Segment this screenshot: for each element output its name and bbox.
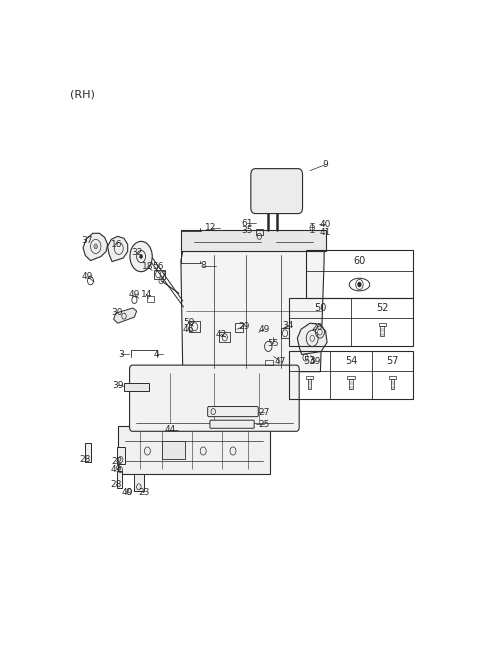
Circle shape (358, 282, 361, 287)
Text: 20: 20 (311, 323, 323, 332)
FancyBboxPatch shape (130, 365, 299, 431)
Text: 12: 12 (205, 223, 216, 232)
Bar (379, 323, 386, 326)
Text: (RH): (RH) (71, 90, 96, 100)
Text: 42: 42 (216, 330, 227, 338)
FancyBboxPatch shape (251, 169, 302, 214)
Text: 49: 49 (111, 465, 122, 474)
Text: 50: 50 (314, 303, 326, 313)
Bar (308, 379, 312, 389)
Bar (118, 426, 270, 474)
FancyBboxPatch shape (210, 420, 254, 428)
Bar (305, 251, 413, 298)
Text: 23: 23 (138, 489, 150, 497)
Bar (219, 333, 230, 342)
Text: 28: 28 (111, 480, 122, 489)
Polygon shape (297, 323, 327, 354)
Polygon shape (181, 230, 326, 251)
Bar (349, 379, 353, 389)
Text: 60: 60 (353, 256, 366, 266)
Text: 4: 4 (154, 350, 159, 359)
Bar (289, 352, 413, 400)
Text: 54: 54 (345, 356, 357, 366)
Bar (289, 298, 413, 346)
Text: 18: 18 (142, 262, 154, 271)
Bar (389, 376, 396, 379)
Text: 3: 3 (118, 350, 124, 359)
Circle shape (140, 255, 143, 258)
Text: 32: 32 (132, 248, 143, 257)
Polygon shape (181, 251, 324, 372)
Text: 7: 7 (160, 271, 166, 280)
Text: 55: 55 (267, 339, 278, 348)
Text: 14: 14 (141, 290, 152, 299)
Text: 49: 49 (258, 325, 270, 334)
Text: 29: 29 (238, 321, 250, 331)
Polygon shape (83, 234, 108, 260)
Text: 40: 40 (319, 220, 331, 229)
Text: 53: 53 (303, 356, 316, 366)
Text: 34: 34 (282, 321, 293, 330)
Text: 49: 49 (82, 272, 93, 281)
Bar (154, 270, 165, 279)
Text: 52: 52 (376, 303, 388, 313)
Bar (391, 379, 395, 389)
Bar (348, 376, 355, 379)
Bar (281, 328, 289, 338)
Bar (117, 447, 125, 464)
Bar (235, 323, 243, 333)
Bar (117, 471, 122, 488)
Text: 39: 39 (112, 381, 124, 390)
Text: 9: 9 (323, 160, 328, 169)
Text: 25: 25 (258, 420, 270, 429)
Text: 27: 27 (258, 407, 270, 417)
Text: 37: 37 (81, 236, 93, 245)
Bar (134, 474, 144, 491)
Text: 59: 59 (183, 318, 194, 327)
Circle shape (94, 244, 97, 249)
Bar (124, 383, 149, 391)
Polygon shape (114, 308, 137, 323)
Text: 49: 49 (129, 290, 140, 299)
Bar (380, 326, 384, 336)
Text: 56: 56 (153, 262, 164, 271)
Bar (256, 229, 263, 235)
Bar (265, 359, 273, 365)
Polygon shape (108, 236, 128, 262)
Text: 8: 8 (200, 261, 206, 270)
Text: 61: 61 (242, 218, 253, 228)
Bar (147, 296, 155, 302)
Text: 28: 28 (80, 455, 91, 464)
Text: 30: 30 (111, 308, 122, 317)
Text: 35: 35 (242, 226, 253, 235)
Text: 47: 47 (275, 357, 286, 366)
Text: 22: 22 (111, 457, 122, 466)
Text: 57: 57 (386, 356, 399, 366)
Text: 16: 16 (111, 240, 122, 249)
Text: 49: 49 (310, 357, 321, 366)
Text: 49: 49 (121, 489, 132, 497)
Text: 41: 41 (319, 228, 331, 237)
Bar (85, 443, 91, 462)
Bar (162, 441, 185, 459)
Bar (190, 321, 200, 333)
Text: 46: 46 (183, 325, 194, 334)
Text: 44: 44 (165, 425, 176, 434)
Bar (306, 376, 313, 379)
Circle shape (130, 241, 152, 272)
FancyBboxPatch shape (208, 407, 258, 417)
